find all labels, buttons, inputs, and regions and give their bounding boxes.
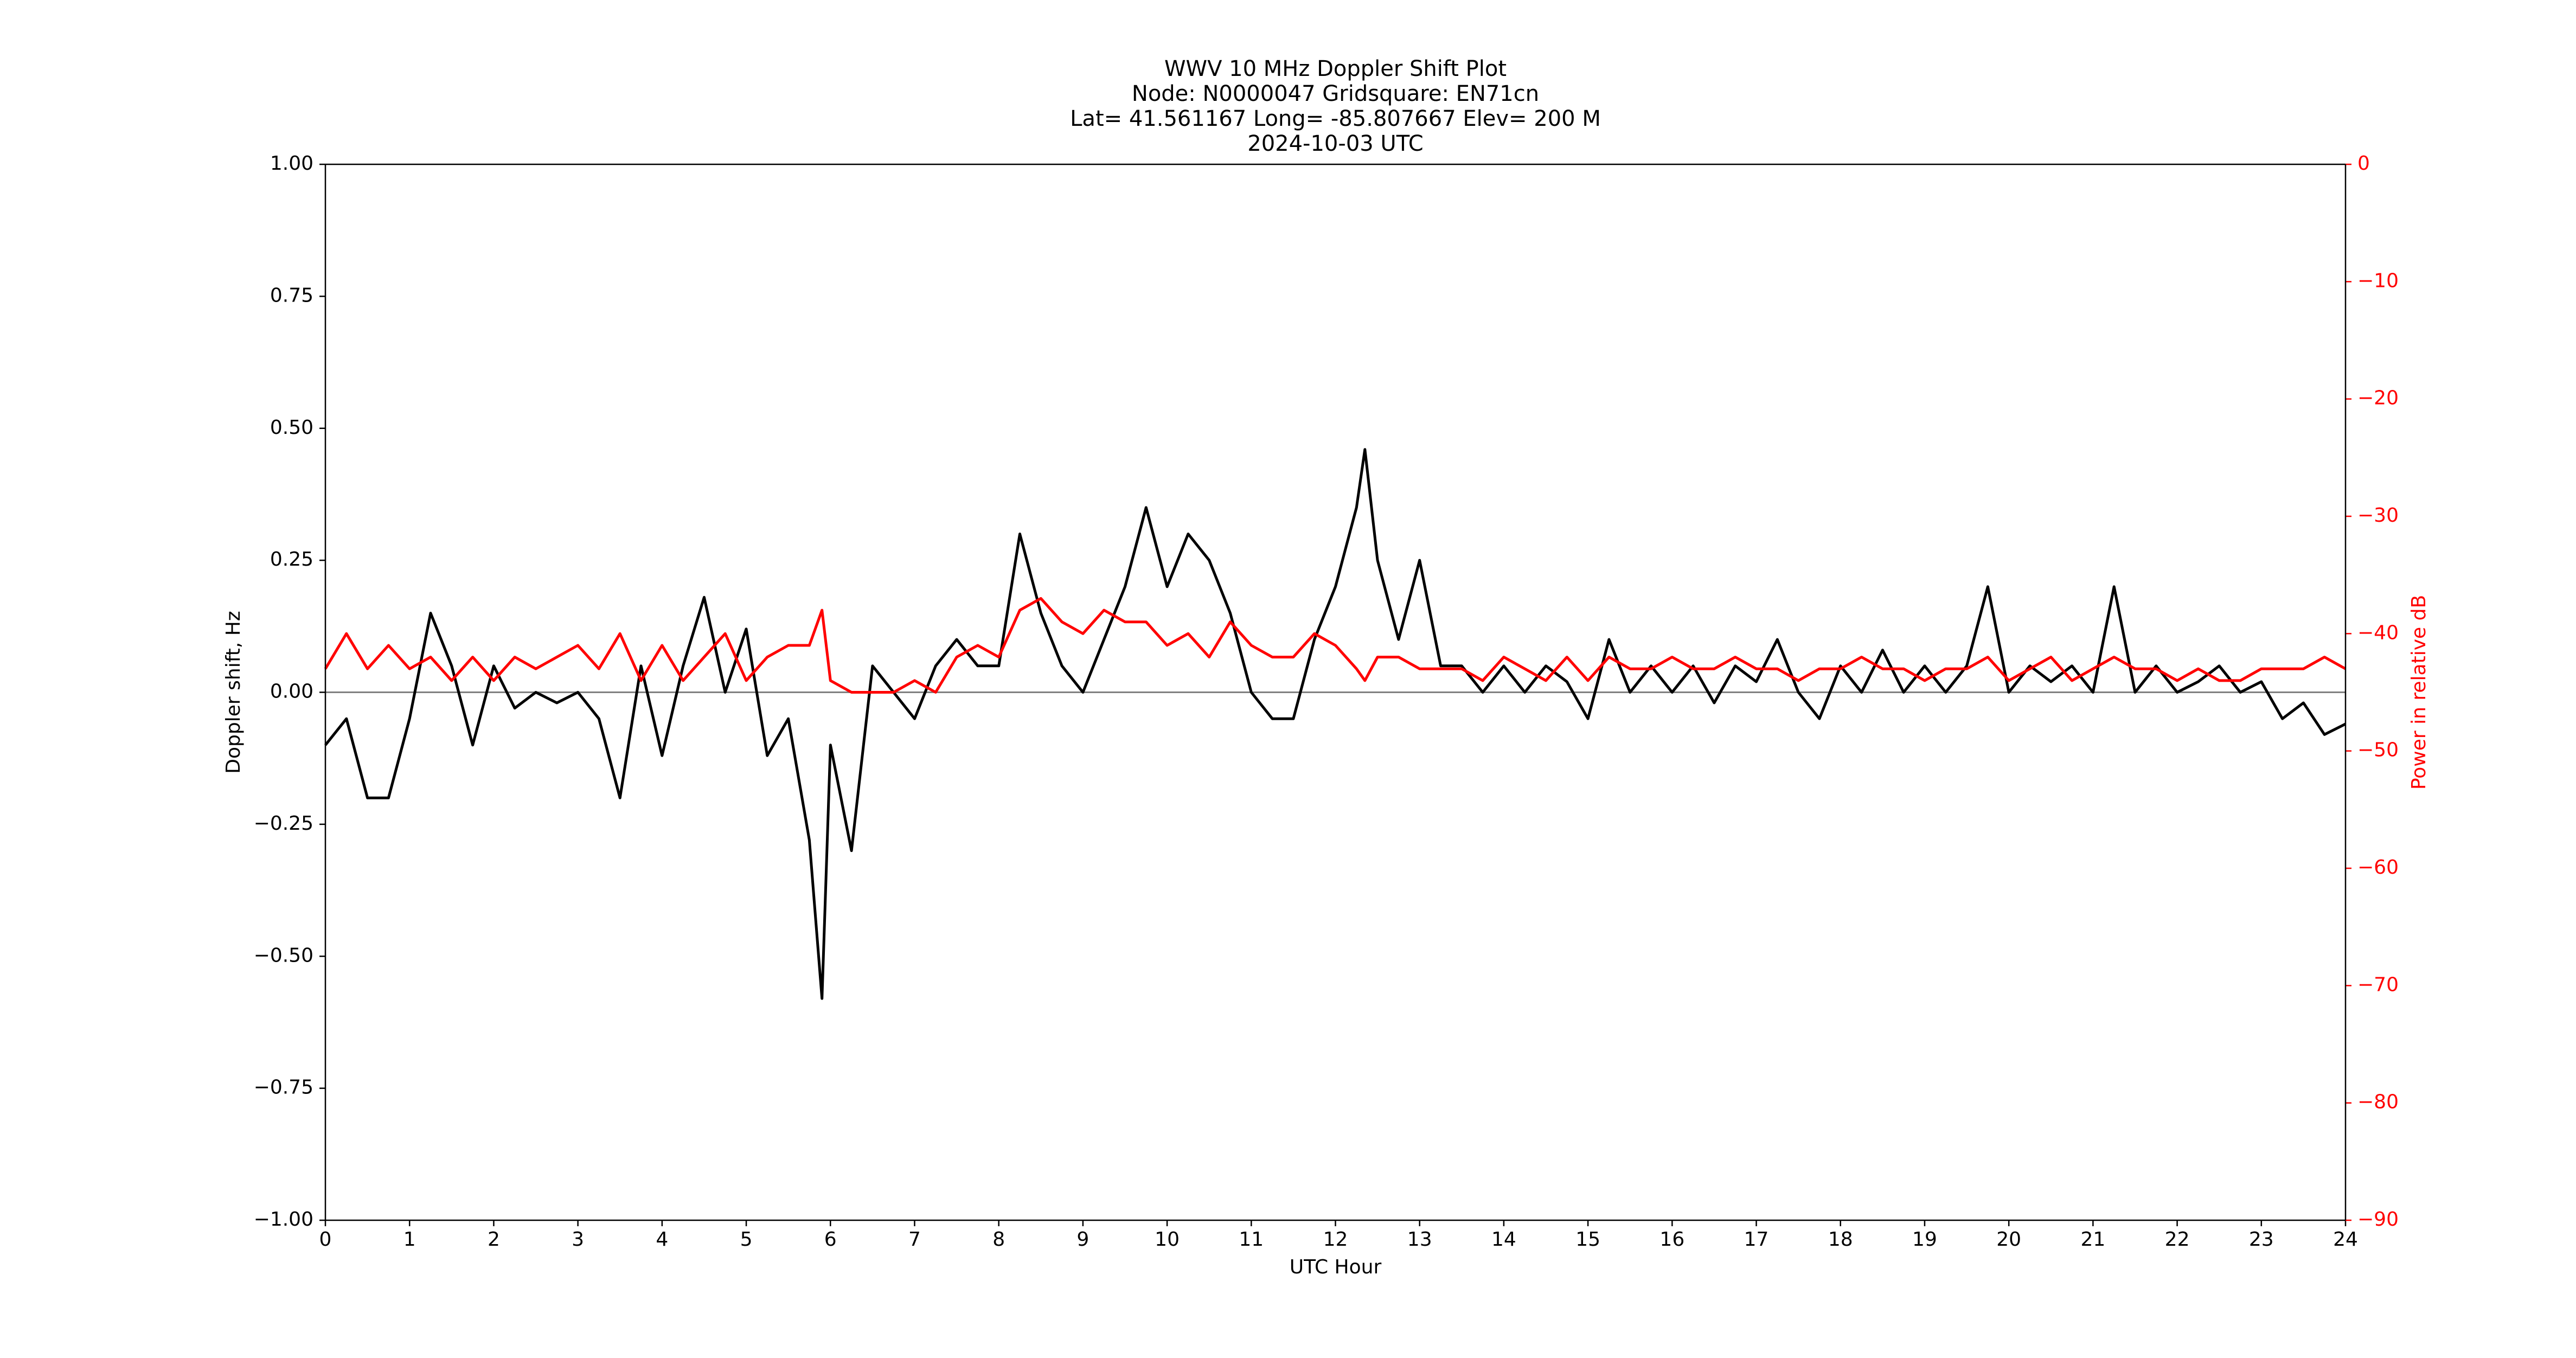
y-tick-label: 0.25	[270, 548, 313, 571]
y2-tick-label: −60	[2357, 856, 2399, 879]
x-tick-label: 1	[403, 1228, 416, 1251]
x-tick-label: 7	[908, 1228, 921, 1251]
y-tick-label: 0.00	[270, 681, 313, 703]
x-tick-label: 12	[1323, 1228, 1348, 1251]
x-tick-label: 5	[740, 1228, 753, 1251]
y2-tick-label: 0	[2357, 152, 2370, 175]
x-tick-label: 13	[1407, 1228, 1432, 1251]
x-tick-label: 11	[1239, 1228, 1264, 1251]
x-tick-label: 2	[488, 1228, 500, 1251]
x-tick-label: 10	[1155, 1228, 1180, 1251]
y-tick-label: −0.75	[254, 1077, 313, 1099]
y-tick-label: 1.00	[270, 152, 313, 175]
x-tick-label: 18	[1828, 1228, 1853, 1251]
x-tick-label: 0	[319, 1228, 332, 1251]
x-tick-label: 19	[1912, 1228, 1937, 1251]
chart-title: WWV 10 MHz Doppler Shift Plot	[1164, 56, 1507, 81]
y-tick-label: −0.50	[254, 944, 313, 966]
y2-tick-label: −70	[2357, 973, 2399, 996]
chart-title: Node: N0000047 Gridsquare: EN71cn	[1132, 81, 1539, 106]
y2-tick-label: −30	[2357, 504, 2399, 527]
x-tick-label: 17	[1744, 1228, 1769, 1251]
y2-tick-label: −40	[2357, 622, 2399, 644]
y-tick-label: −0.25	[254, 812, 313, 835]
y2-tick-label: −50	[2357, 739, 2399, 761]
series-line	[324, 597, 2347, 694]
x-tick-label: 22	[2165, 1228, 2190, 1251]
x-tick-label: 3	[572, 1228, 584, 1251]
x-tick-label: 6	[824, 1228, 837, 1251]
x-tick-label: 15	[1575, 1228, 1600, 1251]
x-tick-label: 23	[2249, 1228, 2274, 1251]
x-tick-label: 24	[2333, 1228, 2358, 1251]
series-line	[324, 448, 2347, 1000]
y2-tick-label: −20	[2357, 387, 2399, 409]
x-tick-label: 9	[1076, 1228, 1089, 1251]
x-tick-label: 21	[2080, 1228, 2105, 1251]
x-tick-label: 20	[1996, 1228, 2021, 1251]
y-tick-label: 0.50	[270, 417, 313, 439]
chart-title: Lat= 41.561167 Long= -85.807667 Elev= 20…	[1070, 106, 1601, 131]
y-axis-label: Doppler shift, Hz	[222, 611, 245, 773]
x-tick-label: 14	[1491, 1228, 1516, 1251]
y2-tick-label: −10	[2357, 270, 2399, 292]
x-tick-label: 4	[656, 1228, 668, 1251]
x-tick-label: 8	[992, 1228, 1005, 1251]
y2-axis-label: Power in relative dB	[2408, 595, 2430, 790]
y-tick-label: 0.75	[270, 284, 313, 306]
x-tick-label: 16	[1659, 1228, 1684, 1251]
x-axis-label: UTC Hour	[1290, 1256, 1382, 1278]
y2-tick-label: −90	[2357, 1208, 2399, 1231]
y-tick-label: −1.00	[254, 1208, 313, 1231]
y2-tick-label: −80	[2357, 1091, 2399, 1113]
chart-title: 2024-10-03 UTC	[1247, 131, 1423, 156]
